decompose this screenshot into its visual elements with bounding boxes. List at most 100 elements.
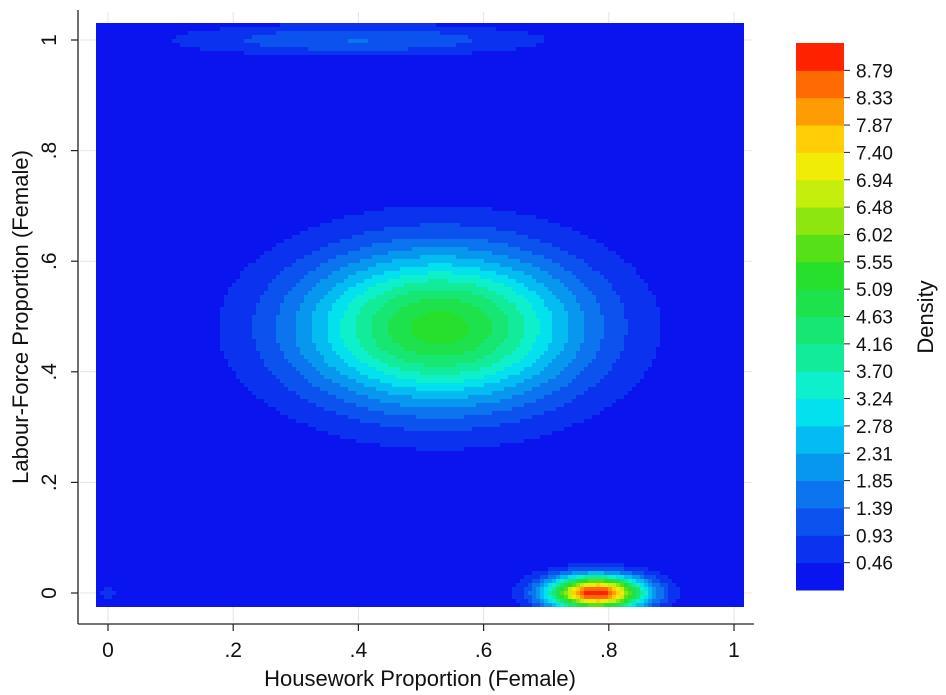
density-cell xyxy=(584,39,589,44)
density-cell xyxy=(236,43,241,48)
density-cell xyxy=(188,67,193,72)
density-cell xyxy=(676,47,681,52)
density-cell xyxy=(636,23,641,28)
density-cell xyxy=(496,91,501,96)
density-cell xyxy=(592,31,597,36)
density-cell xyxy=(324,67,329,72)
density-cell xyxy=(668,43,673,48)
density-cell xyxy=(712,83,717,88)
density-cell xyxy=(636,59,641,64)
density-cell xyxy=(264,35,269,40)
density-cell xyxy=(128,83,133,88)
density-cell xyxy=(608,75,613,80)
density-cell xyxy=(188,47,193,52)
density-cell xyxy=(296,23,301,28)
density-cell xyxy=(360,43,365,48)
density-cell xyxy=(164,23,169,28)
density-cell xyxy=(720,55,725,60)
density-cell xyxy=(244,79,249,84)
density-cell xyxy=(336,87,341,92)
density-cell xyxy=(664,39,669,44)
density-cell xyxy=(624,23,629,28)
density-cell xyxy=(424,39,429,44)
density-cell xyxy=(260,55,265,60)
density-cell xyxy=(212,27,217,32)
density-cell xyxy=(508,35,513,40)
density-cell xyxy=(96,59,101,64)
density-cell xyxy=(528,23,533,28)
density-cell xyxy=(104,71,109,76)
density-cell xyxy=(484,91,489,96)
density-cell xyxy=(276,63,281,68)
density-cell xyxy=(200,39,205,44)
density-cell xyxy=(532,79,537,84)
density-cell xyxy=(428,91,433,96)
density-cell xyxy=(468,75,473,80)
density-cell xyxy=(628,59,633,64)
density-cell xyxy=(640,47,645,52)
density-cell xyxy=(140,43,145,48)
density-cell xyxy=(728,55,733,60)
density-cell xyxy=(232,71,237,76)
density-cell xyxy=(168,55,173,60)
density-cell xyxy=(384,23,389,28)
density-cell xyxy=(660,59,665,64)
density-cell xyxy=(428,35,433,40)
density-cell xyxy=(548,23,553,28)
density-cell xyxy=(344,63,349,68)
density-cell xyxy=(712,63,717,68)
density-cell xyxy=(692,83,697,88)
density-cell xyxy=(600,43,605,48)
density-cell xyxy=(508,23,513,28)
density-cell xyxy=(400,91,405,96)
density-cell xyxy=(708,59,713,64)
density-cell xyxy=(476,75,481,80)
density-cell xyxy=(180,79,185,84)
density-cell xyxy=(428,67,433,72)
density-cell xyxy=(412,75,417,80)
density-cell xyxy=(288,47,293,52)
density-cell xyxy=(656,55,661,60)
density-cell xyxy=(560,31,565,36)
density-cell xyxy=(736,23,741,28)
density-cell xyxy=(708,83,713,88)
density-cell xyxy=(592,83,597,88)
density-cell xyxy=(628,75,633,80)
density-cell xyxy=(716,79,721,84)
density-cell xyxy=(260,31,265,36)
density-cell xyxy=(572,75,577,80)
density-cell xyxy=(108,63,113,68)
density-cell xyxy=(584,91,589,96)
density-cell xyxy=(440,55,445,60)
density-cell xyxy=(332,87,337,92)
density-cell xyxy=(668,63,673,68)
density-cell xyxy=(264,79,269,84)
density-cell xyxy=(312,79,317,84)
density-cell xyxy=(284,55,289,60)
density-cell xyxy=(728,59,733,64)
density-cell xyxy=(680,23,685,28)
density-cell xyxy=(376,27,381,32)
density-cell xyxy=(496,63,501,68)
density-cell xyxy=(376,79,381,84)
density-cell xyxy=(384,39,389,44)
density-cell xyxy=(712,55,717,60)
density-cell xyxy=(624,27,629,32)
density-cell xyxy=(600,79,605,84)
density-cell xyxy=(676,87,681,92)
density-cell xyxy=(276,31,281,36)
density-cell xyxy=(112,71,117,76)
density-cell xyxy=(96,63,101,68)
density-cell xyxy=(520,63,525,68)
density-cell xyxy=(732,27,737,32)
density-cell xyxy=(316,63,321,68)
density-cell xyxy=(572,55,577,60)
density-cell xyxy=(572,31,577,36)
density-cell xyxy=(644,27,649,32)
density-cell xyxy=(444,79,449,84)
density-cell xyxy=(640,75,645,80)
density-cell xyxy=(668,55,673,60)
density-cell xyxy=(392,67,397,72)
density-cell xyxy=(100,27,105,32)
